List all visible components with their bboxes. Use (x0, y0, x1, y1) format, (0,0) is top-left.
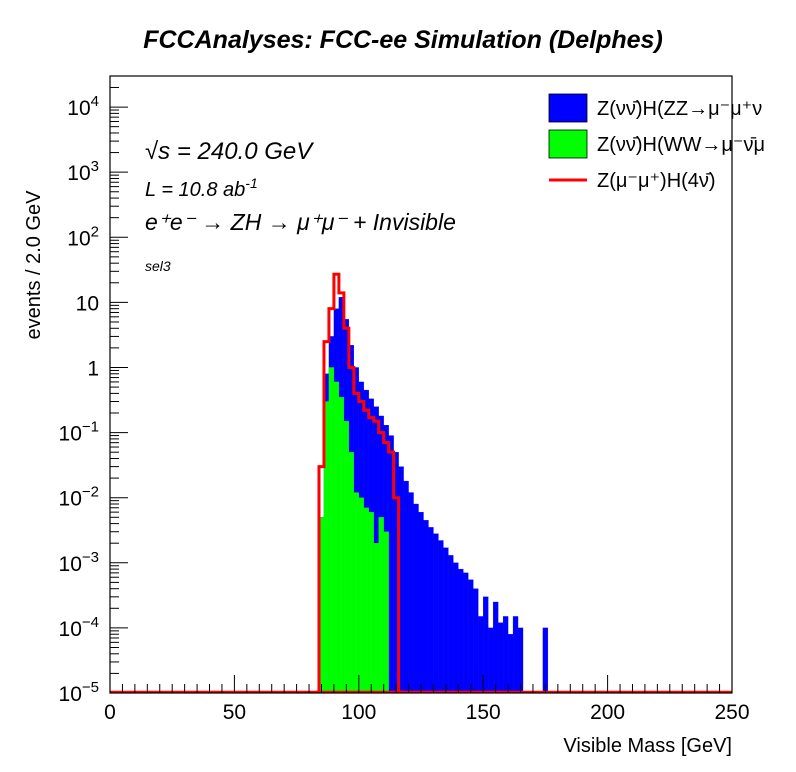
y-axis-title: events / 2.0 GeV (23, 190, 45, 340)
y-tick-label: 10−5 (59, 679, 99, 706)
bar-zz-146 (473, 588, 479, 693)
bar-ww-110 (383, 531, 389, 693)
x-tick-label: 150 (466, 701, 501, 724)
bar-zz-138 (453, 562, 459, 693)
x-tick-label: 250 (714, 701, 749, 724)
bar-zz-160 (507, 634, 514, 693)
legend-label: Z(μ⁻μ⁺)H(4ν̄) (597, 170, 716, 192)
y-tick-label: 103 (67, 158, 99, 185)
x-tick-label: 0 (104, 701, 116, 724)
bar-zz-162 (512, 616, 519, 693)
bar-ww-92 (338, 397, 345, 693)
bar-zz-118 (403, 480, 409, 693)
bar-ww-90 (333, 381, 340, 693)
y-tick-label: 10−3 (59, 549, 99, 576)
bar-ww-94 (343, 420, 349, 693)
bar-ww-102 (363, 507, 369, 693)
legend-label: Z(νν̄)H(ZZ→μ⁻μ⁺ν (597, 98, 762, 120)
bar-zz-174 (542, 627, 549, 693)
bar-zz-136 (448, 555, 454, 693)
annotations: √s = 240.0 GeV L = 10.8 ab-1 e⁺e⁻ → ZH →… (145, 138, 456, 274)
bar-ww-104 (368, 511, 374, 693)
bar-zz-156 (497, 622, 504, 693)
x-tick-label: 200 (590, 701, 625, 724)
y-tick-label: 10−1 (59, 419, 99, 446)
bar-ww-98 (353, 492, 359, 693)
histogram-bars (318, 297, 549, 693)
lumi-label: L = 10.8 ab-1 (145, 175, 258, 201)
bar-zz-128 (428, 527, 434, 693)
bar-ww-96 (348, 452, 354, 693)
bar-zz-152 (488, 627, 494, 693)
bar-zz-140 (458, 568, 464, 693)
x-axis-title: Visible Mass [GeV] (563, 735, 732, 757)
x-tick-label: 50 (223, 701, 246, 724)
chart-title: FCCAnalyses: FCC-ee Simulation (Delphes) (143, 26, 663, 54)
y-tick-label: 1 (87, 357, 99, 380)
bar-zz-154 (493, 601, 499, 693)
bar-zz-122 (413, 503, 419, 693)
bar-ww-108 (378, 517, 384, 693)
bar-zz-164 (517, 627, 524, 693)
bar-zz-148 (478, 616, 484, 693)
bar-ww-88 (328, 367, 335, 693)
bar-zz-120 (408, 492, 414, 693)
selection-label: sel3 (145, 258, 171, 274)
bar-zz-150 (483, 596, 489, 693)
legend-label: Z(νν̄)H(WW→μ⁻ν̄μ (597, 134, 765, 156)
y-tick-label: 10−2 (59, 484, 99, 511)
y-tick-label: 10−4 (59, 614, 99, 641)
y-axis: 10−5 10−4 10−3 10−2 10−1 1 10 102 103 104 (59, 86, 128, 706)
bar-zz-158 (502, 616, 509, 693)
bar-zz-132 (438, 540, 444, 693)
sqrt-s-label: √s = 240.0 GeV (145, 138, 314, 165)
legend: Z(νν̄)H(ZZ→μ⁻μ⁺ν Z(νν̄)H(WW→μ⁻ν̄μ Z(μ⁻μ⁺)H… (548, 93, 765, 192)
process-label: e⁺e⁻ → ZH → μ⁺μ⁻ + Invisible (145, 209, 456, 235)
bar-zz-144 (468, 579, 474, 693)
bar-ww-100 (358, 497, 364, 693)
legend-swatch (548, 93, 588, 123)
bar-zz-134 (443, 547, 449, 693)
x-axis: 0 50 100 150 200 250 (104, 675, 750, 724)
bar-zz-124 (418, 511, 424, 693)
y-tick-label: 104 (67, 93, 99, 120)
y-tick-label: 10 (76, 292, 99, 315)
legend-swatch (548, 129, 588, 159)
bar-ww-106 (373, 543, 379, 693)
line-series-mumu (317, 272, 404, 693)
bar-zz-126 (423, 520, 429, 693)
bar-zz-130 (433, 533, 439, 693)
bar-zz-142 (463, 572, 469, 693)
y-tick-label: 102 (67, 223, 99, 250)
x-tick-label: 100 (341, 701, 376, 724)
